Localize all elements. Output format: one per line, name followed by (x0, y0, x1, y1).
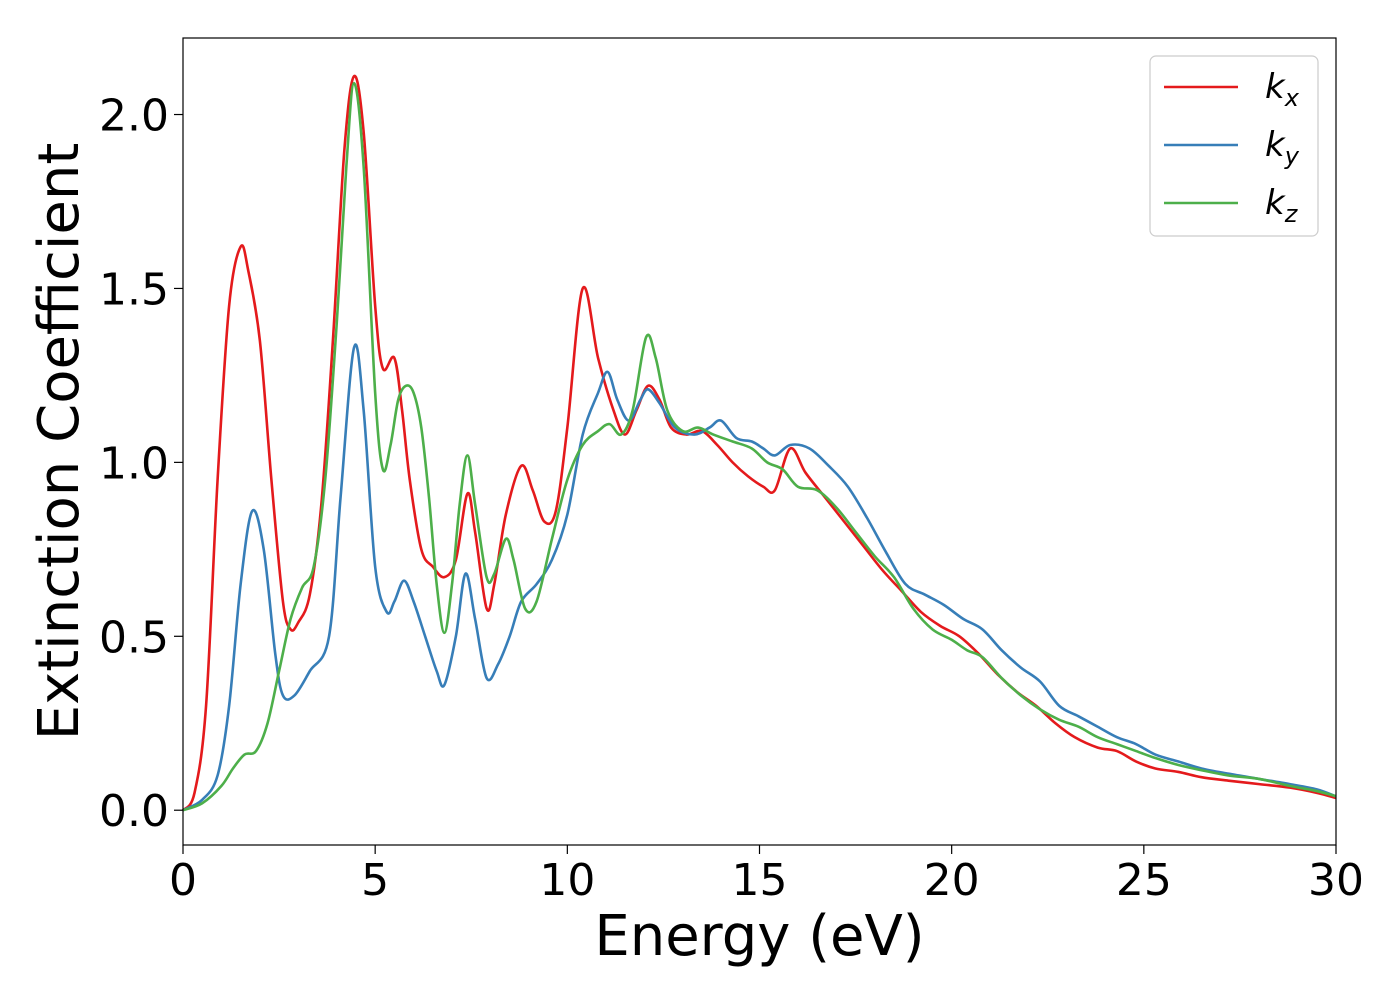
legend: kx ky kz (1149, 55, 1319, 237)
x-tick-label: 30 (1308, 855, 1364, 906)
legend-label-y: ky (1265, 125, 1300, 170)
series-line-z (182, 81, 1337, 812)
y-axis-title: Extinction Coefficient (27, 143, 92, 741)
y-tick-label: 1.0 (99, 438, 169, 489)
legend-label-z: kz (1265, 183, 1299, 228)
x-tick-label: 15 (732, 855, 788, 906)
x-tick-label: 25 (1116, 855, 1172, 906)
series-layer (181, 74, 1337, 812)
x-tick-label: 5 (361, 855, 389, 906)
x-tick-label: 10 (539, 855, 595, 906)
x-axis-title: Energy (eV) (594, 904, 924, 969)
x-tick-label: 0 (169, 855, 197, 906)
y-tick-label: 2.0 (99, 91, 169, 142)
y-tick-label: 0.5 (99, 612, 169, 663)
y-tick-label: 0.0 (99, 786, 169, 837)
series-line-y (182, 343, 1337, 812)
tick-layer: 0 5 10 15 20 25 30 0.0 0.5 1.0 1.5 2.0 (99, 91, 1364, 906)
legend-label-x: kx (1265, 67, 1300, 112)
y-tick-label: 1.5 (99, 264, 169, 315)
x-tick-label: 20 (924, 855, 980, 906)
